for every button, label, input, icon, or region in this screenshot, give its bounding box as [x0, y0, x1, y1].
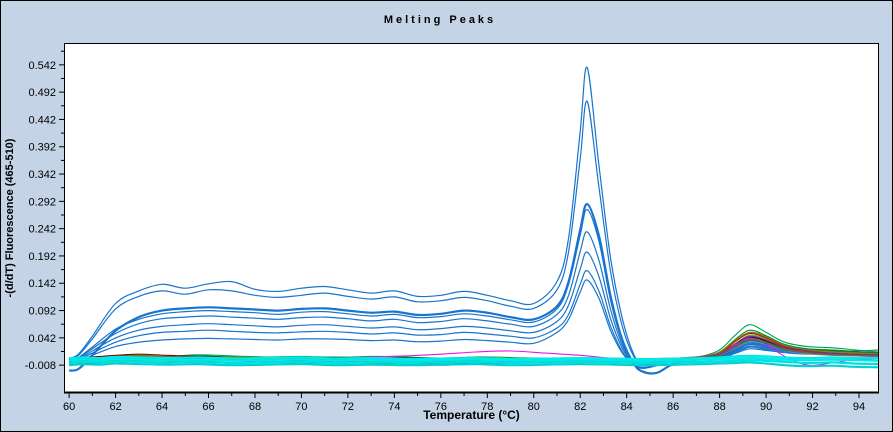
y-tick-label: 0.442 [28, 114, 56, 126]
x-tick-label: 78 [481, 401, 493, 413]
x-tick-label: 88 [713, 401, 725, 413]
x-tick-label: 72 [342, 401, 354, 413]
x-tick-label: 92 [806, 401, 818, 413]
y-tick-label: 0.142 [28, 278, 56, 290]
series-line-sample-blue-7 [68, 270, 879, 369]
x-tick-label: 76 [435, 401, 447, 413]
series-line-sample-cyan-1 [69, 354, 879, 361]
series-line-sample-blue-6 [68, 251, 879, 369]
series-line-sample-blue-4 [68, 208, 879, 368]
y-tick-label: 0.042 [28, 333, 56, 345]
x-tick-label: 82 [574, 401, 586, 413]
x-axis-title: Temperature (°C) [423, 408, 520, 422]
y-tick-label: -0.008 [25, 360, 56, 372]
y-tick-label: 0.192 [28, 251, 56, 263]
series-line-sample-cyan-4 [69, 361, 879, 369]
x-tick-label: 60 [63, 401, 75, 413]
series-line-sample-cyan-2 [69, 357, 879, 362]
series-line-sample-blue-8 [68, 279, 879, 370]
x-tick-label: 80 [528, 401, 540, 413]
y-tick-label: 0.092 [28, 306, 56, 318]
x-tick-label: 74 [388, 401, 400, 413]
series-line-sample-blue-5 [68, 231, 879, 368]
series-line-sample-green-1 [69, 324, 879, 360]
x-tick-label: 62 [109, 401, 121, 413]
chart-title: Melting Peaks [383, 14, 497, 26]
series-line-sample-cyan-3 [69, 359, 879, 366]
x-tick-label: 84 [621, 401, 633, 413]
x-tick-label: 94 [853, 401, 865, 413]
y-tick-label: 0.342 [28, 169, 56, 181]
x-tick-label: 66 [202, 401, 214, 413]
y-tick-label: 0.542 [28, 60, 56, 72]
y-tick-label: 0.392 [28, 142, 56, 154]
x-tick-label: 70 [295, 401, 307, 413]
y-tick-label: 0.292 [28, 196, 56, 208]
x-tick-label: 68 [249, 401, 261, 413]
x-tick-label: 64 [156, 401, 168, 413]
x-tick-label: 90 [760, 401, 772, 413]
x-tick-label: 86 [667, 401, 679, 413]
y-tick-label: 0.242 [28, 224, 56, 236]
y-tick-label: 0.492 [28, 87, 56, 99]
